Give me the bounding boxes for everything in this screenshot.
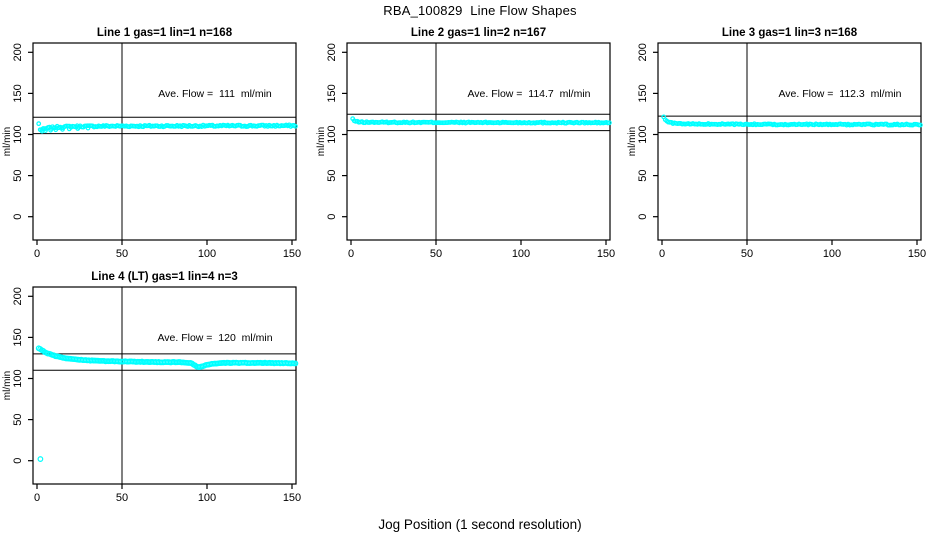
- plot-box: [32, 42, 297, 241]
- data-point: [292, 360, 299, 367]
- x-tick-label: 150: [597, 248, 615, 260]
- x-tick-label: 100: [198, 492, 216, 504]
- y-tick-label: 0: [12, 214, 24, 220]
- ave-flow-annotation: Ave. Flow = 120 ml/min: [157, 332, 272, 344]
- outlier-point: [66, 126, 72, 132]
- plot-box: [346, 42, 611, 241]
- x-tick-label: 0: [34, 492, 40, 504]
- y-tick-label: 200: [12, 43, 24, 61]
- y-tick-label: 50: [326, 169, 338, 181]
- y-tick-label: 200: [12, 287, 24, 305]
- x-tick-label: 50: [430, 248, 442, 260]
- ave-flow-annotation: Ave. Flow = 114.7 ml/min: [467, 88, 590, 100]
- y-tick-label: 100: [12, 125, 24, 143]
- y-tick-label: 200: [326, 43, 338, 61]
- y-tick-label: 100: [12, 369, 24, 387]
- subplot-title: Line 1 gas=1 lin=1 n=168: [97, 27, 233, 39]
- x-tick-label: 50: [116, 492, 128, 504]
- subplot-title: Line 4 (LT) gas=1 lin=4 n=3: [91, 271, 237, 283]
- figure-title: RBA_100829 Line Flow Shapes: [383, 3, 577, 18]
- y-axis-unit-label: ml/min: [316, 127, 327, 156]
- y-tick-label: 0: [12, 458, 24, 464]
- y-tick-label: 0: [637, 214, 649, 220]
- x-tick-label: 100: [512, 248, 530, 260]
- outlier-point: [53, 127, 59, 133]
- y-tick-label: 150: [12, 328, 24, 346]
- plot-box: [32, 286, 297, 485]
- y-axis-unit-label: ml/min: [627, 127, 638, 156]
- outlier-point: [85, 125, 91, 131]
- y-tick-label: 150: [326, 84, 338, 102]
- subplot-title: Line 2 gas=1 lin=2 n=167: [411, 27, 546, 39]
- y-tick-label: 150: [637, 84, 649, 102]
- x-tick-label: 100: [823, 248, 841, 260]
- x-tick-label: 150: [283, 248, 301, 260]
- y-tick-label: 100: [637, 125, 649, 143]
- data-point: [36, 121, 42, 127]
- outlier-point: [60, 126, 65, 132]
- data-point: [918, 122, 923, 128]
- x-tick-label: 100: [198, 248, 216, 260]
- y-tick-label: 50: [12, 413, 24, 425]
- ave-flow-annotation: Ave. Flow = 112.3 ml/min: [778, 88, 901, 100]
- y-tick-label: 150: [12, 84, 24, 102]
- y-tick-label: 100: [326, 125, 338, 143]
- x-tick-label: 150: [908, 248, 926, 260]
- data-point: [607, 120, 612, 126]
- subplot-title: Line 3 gas=1 lin=3 n=168: [722, 27, 858, 39]
- y-axis-unit-label: ml/min: [2, 127, 13, 156]
- x-tick-label: 0: [34, 248, 40, 260]
- x-tick-label: 0: [659, 248, 665, 260]
- outlier-point: [48, 127, 53, 133]
- ave-flow-annotation: Ave. Flow = 111 ml/min: [158, 88, 272, 100]
- x-tick-label: 50: [741, 248, 753, 260]
- y-tick-label: 50: [637, 169, 649, 181]
- y-tick-label: 50: [12, 169, 24, 181]
- y-axis-unit-label: ml/min: [2, 371, 13, 400]
- x-tick-label: 150: [283, 492, 301, 504]
- x-tick-label: 0: [348, 248, 354, 260]
- x-tick-label: 50: [116, 248, 128, 260]
- y-tick-label: 200: [637, 43, 649, 61]
- y-tick-label: 0: [326, 214, 338, 220]
- x-axis-label: Jog Position (1 second resolution): [378, 517, 582, 532]
- plot-box: [657, 42, 922, 241]
- outlier-point: [37, 456, 44, 462]
- data-point: [293, 123, 298, 129]
- outlier-point: [43, 128, 48, 133]
- outlier-point: [75, 126, 81, 131]
